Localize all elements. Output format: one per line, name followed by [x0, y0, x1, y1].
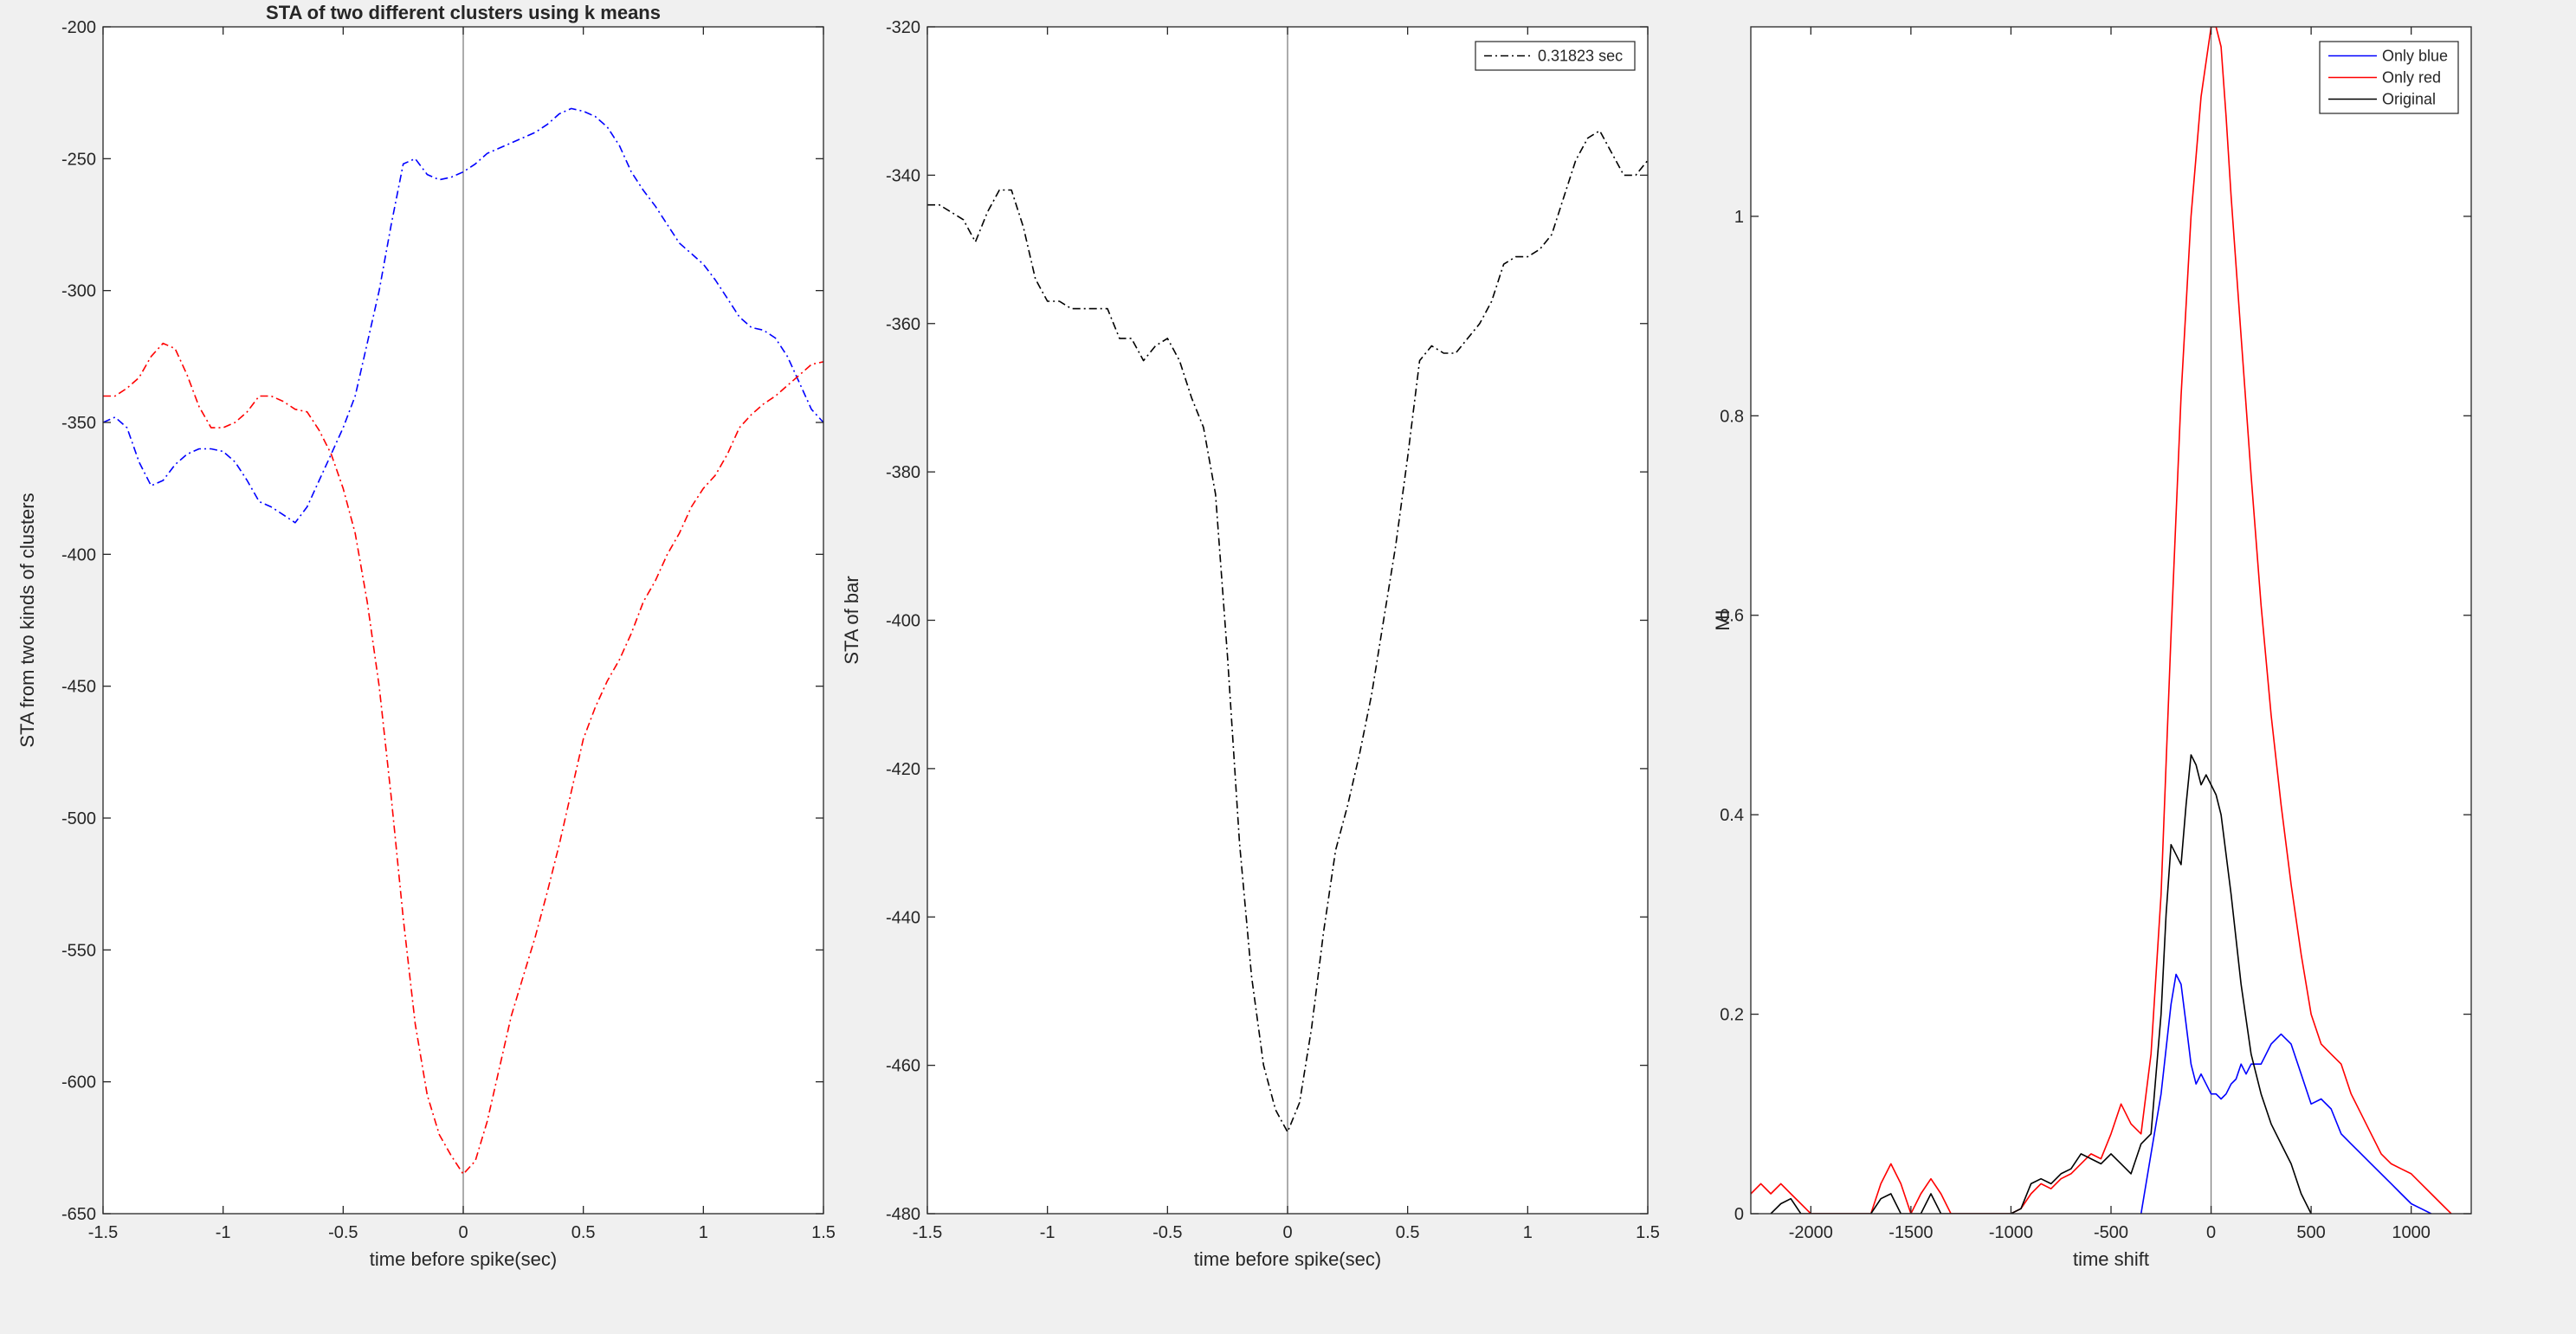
y-tick-label: -500 — [61, 809, 96, 828]
series-line-1-2 — [103, 342, 823, 1176]
y-tick-label: 0.8 — [1720, 407, 1744, 426]
y-tick-label: -480 — [886, 1205, 920, 1224]
x-tick-label: 0 — [2206, 1223, 2216, 1242]
x-tick-label: 1000 — [2392, 1223, 2431, 1242]
x-tick-label: 500 — [2296, 1223, 2325, 1242]
x-tick-label: 1 — [699, 1223, 708, 1242]
y-axis-label: MI — [1712, 609, 1733, 630]
y-tick-label: -420 — [886, 760, 920, 779]
chart-2: -1.5 -1 -0.5 0 0.5 1 1.5 -480 -460 -440 -420 -400 -3… — [841, 18, 1660, 1270]
series-line-only-blue — [2140, 973, 2432, 1214]
x-tick-label: -1.5 — [913, 1223, 942, 1242]
x-tick-label: -1000 — [1989, 1223, 2033, 1242]
y-tick-label: 0.6 — [1720, 607, 1744, 626]
legend[interactable]: 0.31823 sec — [1475, 41, 1636, 71]
x-tick-label: 0 — [1282, 1223, 1292, 1242]
x-tick-label: 1.5 — [811, 1223, 836, 1242]
x-axis-label: time shift — [2073, 1248, 2149, 1270]
y-axis-label: STA of bar — [841, 576, 862, 664]
series-line-only-red — [1751, 27, 2452, 1214]
y-tick-label: -320 — [886, 18, 920, 37]
x-tick-label: -500 — [2094, 1223, 2128, 1242]
chart-3: -2000 -1500 -1000 -500 0 500 1000 0 0.2 0.4 0.6 0.8… — [1712, 26, 2472, 1270]
legend-label: 0.31823 sec — [1538, 48, 1623, 65]
x-tick-label: -1.5 — [88, 1223, 118, 1242]
y-tick-label: -380 — [886, 463, 920, 482]
x-tick-label: -1 — [1040, 1223, 1056, 1242]
series-group — [103, 107, 823, 1176]
y-tick-label: -400 — [886, 612, 920, 631]
legend-label: Only blue — [2382, 48, 2448, 65]
y-tick-label: -450 — [61, 678, 96, 697]
x-tick-label: -1 — [216, 1223, 231, 1242]
y-tick-label: -400 — [61, 545, 96, 564]
y-tick-label: -200 — [61, 18, 96, 37]
y-tick-label: -650 — [61, 1205, 96, 1224]
y-tick-label: -360 — [886, 315, 920, 334]
y-tick-label: -340 — [886, 166, 920, 185]
y-tick-label: -550 — [61, 941, 96, 960]
x-tick-label: 0.5 — [571, 1223, 596, 1242]
legend[interactable]: Only blue Only red Original — [2319, 41, 2459, 114]
x-tick-label: 0.5 — [1396, 1223, 1420, 1242]
x-axis-label: time before spike(sec) — [370, 1248, 557, 1270]
chart-title: STA of two different clusters using k me… — [266, 2, 661, 23]
x-tick-label: -0.5 — [328, 1223, 358, 1242]
series-line-0-31823-sec — [927, 130, 1648, 1133]
y-tick-label: 0 — [1734, 1205, 1744, 1224]
y-axis-label: STA from two kinds of clusters — [16, 493, 38, 747]
plot-area — [1751, 27, 2471, 1214]
x-tick-label: -1500 — [1888, 1223, 1933, 1242]
y-tick-label: -460 — [886, 1057, 920, 1076]
y-tick-label: -440 — [886, 908, 920, 927]
y-tick-label: 0.4 — [1720, 806, 1744, 825]
y-tick-label: -600 — [61, 1073, 96, 1092]
legend-label: Only red — [2382, 69, 2441, 87]
y-tick-label: -350 — [61, 414, 96, 433]
series-group — [1751, 27, 2452, 1214]
legend-label: Original — [2382, 91, 2436, 108]
x-tick-label: -0.5 — [1152, 1223, 1182, 1242]
x-tick-label: 1.5 — [1636, 1223, 1660, 1242]
x-axis-label: time before spike(sec) — [1194, 1248, 1381, 1270]
y-tick-label: 0.2 — [1720, 1006, 1744, 1025]
x-tick-label: -2000 — [1789, 1223, 1833, 1242]
y-tick-label: 1 — [1734, 208, 1744, 227]
x-tick-label: 0 — [458, 1223, 468, 1242]
y-tick-label: -300 — [61, 282, 96, 301]
chart-1: -1.5 -1 -0.5 0 0.5 1 1.5 -650 -600 -550 -500 -450 -4… — [16, 2, 836, 1270]
series-group — [927, 130, 1648, 1133]
y-tick-label: -250 — [61, 150, 96, 169]
series-line-original — [1770, 754, 2312, 1214]
x-tick-label: 1 — [1523, 1223, 1533, 1242]
